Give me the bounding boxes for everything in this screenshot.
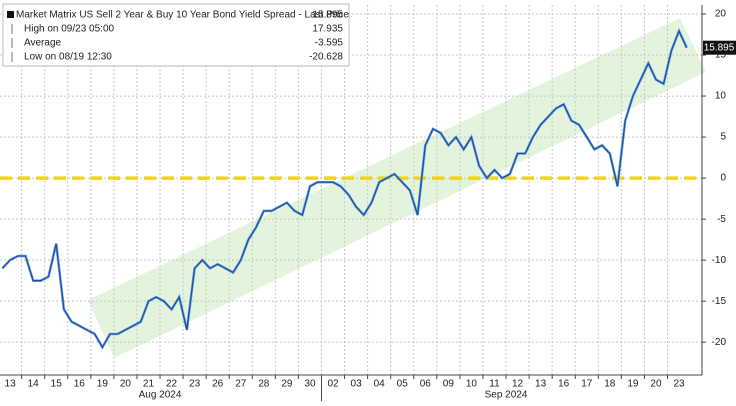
y-tick-label: -15 — [712, 296, 727, 307]
x-tick-label: 23 — [673, 379, 685, 390]
x-tick-label: 28 — [258, 379, 270, 390]
x-tick-label: 02 — [327, 379, 339, 390]
y-tick-label: -10 — [712, 255, 727, 266]
x-tick-label: 23 — [189, 379, 201, 390]
y-tick-label: 20 — [715, 9, 727, 20]
x-tick-label: 29 — [281, 379, 293, 390]
x-tick-label: 14 — [28, 379, 40, 390]
x-tick-label: 19 — [97, 379, 109, 390]
legend-value: 17.935 — [312, 24, 343, 35]
x-tick-label: 16 — [558, 379, 570, 390]
x-tick-label: 03 — [351, 379, 363, 390]
series-line — [1, 29, 688, 349]
legend-value: 15.895 — [312, 10, 343, 21]
x-tick-label: 30 — [304, 379, 316, 390]
x-tick-label: 19 — [627, 379, 639, 390]
trend-channel — [88, 18, 706, 358]
x-tick-label: 13 — [5, 379, 17, 390]
x-tick-label: 04 — [374, 379, 386, 390]
month-label: Sep 2024 — [485, 390, 528, 401]
legend-value: -20.628 — [309, 52, 343, 63]
x-tick-label: 09 — [443, 379, 455, 390]
x-tick-label: 22 — [166, 379, 178, 390]
y-tick-label: 10 — [715, 91, 727, 102]
y-tick-label: -20 — [712, 337, 727, 348]
legend: Market Matrix US Sell 2 Year & Buy 10 Ye… — [2, 3, 350, 67]
x-tick-label: 18 — [604, 379, 616, 390]
legend-symbol — [7, 11, 14, 18]
x-tick-label: 15 — [51, 379, 63, 390]
x-tick-label: 06 — [420, 379, 432, 390]
legend-value: -3.595 — [315, 38, 344, 49]
x-tick-label: 13 — [535, 379, 547, 390]
x-tick-label: 05 — [397, 379, 409, 390]
legend-label: High on 09/23 05:00 — [24, 24, 115, 35]
x-tick-label: 20 — [650, 379, 662, 390]
x-tick-label: 21 — [143, 379, 155, 390]
x-tick-label: 26 — [212, 379, 224, 390]
x-tick-label: 20 — [120, 379, 132, 390]
x-tick-label: 10 — [466, 379, 478, 390]
y-tick-label: -5 — [717, 214, 726, 225]
month-label: Aug 2024 — [139, 390, 182, 401]
y-tick-label: 15 — [715, 50, 727, 61]
x-tick-label: 11 — [489, 379, 500, 390]
x-tick-label: 12 — [512, 379, 524, 390]
legend-label: Market Matrix US Sell 2 Year & Buy 10 Ye… — [16, 10, 349, 21]
x-tick-label: 17 — [581, 379, 593, 390]
last-price-label: 15.895 — [704, 42, 735, 53]
x-tick-label: 27 — [235, 379, 247, 390]
legend-label: Average — [24, 38, 62, 49]
y-tick-label: 0 — [720, 173, 726, 184]
last-price-tag — [703, 40, 736, 55]
legend-label: Low on 08/19 12:30 — [24, 52, 112, 63]
y-tick-label: 5 — [720, 132, 726, 143]
x-tick-label: 16 — [74, 379, 86, 390]
legend-box — [2, 3, 350, 67]
